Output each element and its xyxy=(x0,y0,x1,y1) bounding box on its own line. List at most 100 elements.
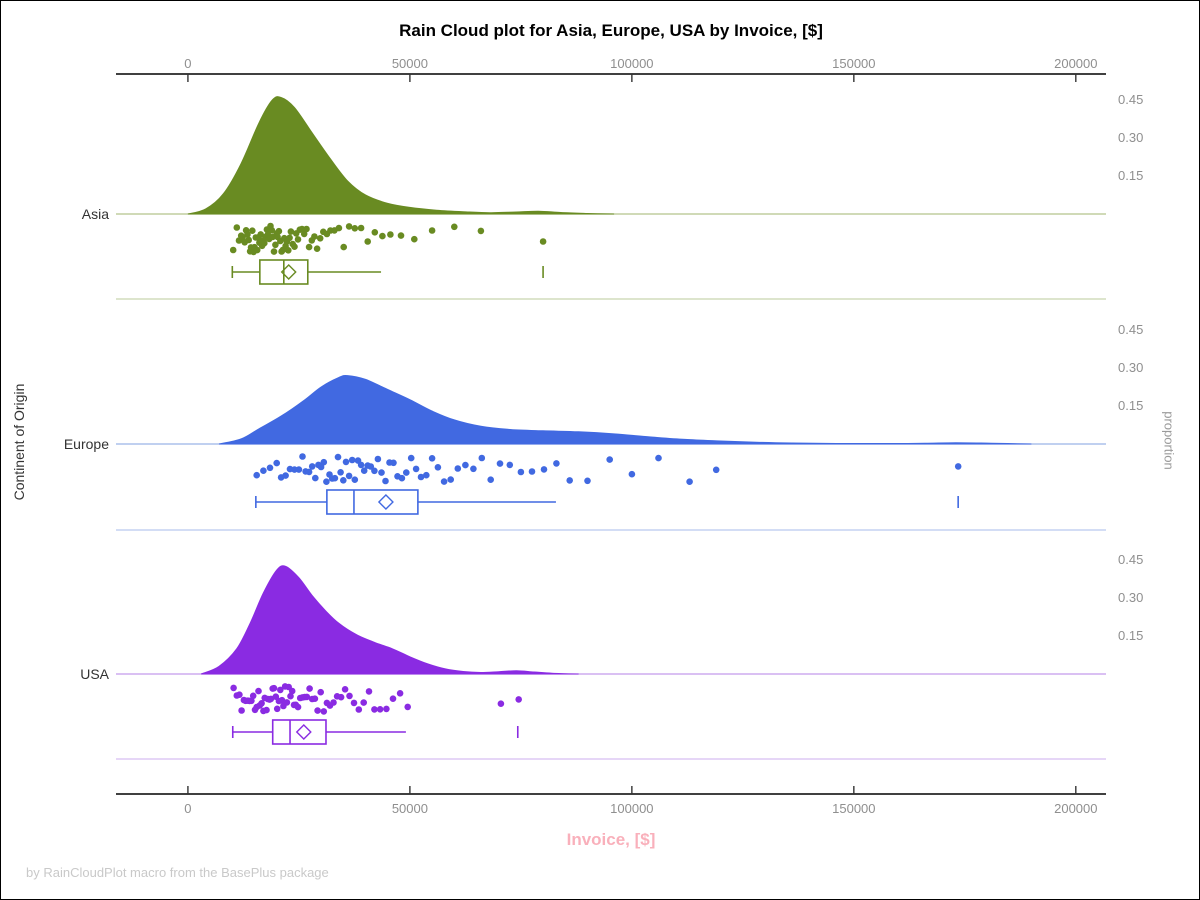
rain-point xyxy=(515,696,522,703)
rain-point xyxy=(345,223,353,230)
chart-title: Rain Cloud plot for Asia, Europe, USA by… xyxy=(399,21,823,40)
rain-point xyxy=(360,699,368,706)
box xyxy=(326,489,419,515)
rain-point xyxy=(255,687,262,695)
rain-point xyxy=(360,467,368,475)
rain-point xyxy=(317,688,325,696)
rain-point xyxy=(238,707,245,714)
rain-point xyxy=(248,697,255,705)
rain-point xyxy=(340,477,347,484)
rain-point xyxy=(374,455,382,463)
rain-point xyxy=(655,454,662,462)
category-label: Asia xyxy=(82,206,109,222)
rain-point xyxy=(270,684,278,692)
rain-point xyxy=(390,459,397,467)
rain-point xyxy=(417,473,425,481)
rain-point xyxy=(260,467,267,475)
rain-point xyxy=(378,469,385,476)
rain-point xyxy=(357,461,365,469)
rain-point xyxy=(389,695,397,702)
rain-point xyxy=(249,227,256,234)
rain-point xyxy=(382,477,389,485)
rain-point xyxy=(320,708,328,715)
rain-point xyxy=(371,467,378,475)
proportion-tick-label: 0.45 xyxy=(1118,322,1143,337)
density-cloud xyxy=(187,96,615,215)
rain-point xyxy=(364,238,372,245)
rain-point xyxy=(387,231,394,238)
bottom-axis-tick-label: 50000 xyxy=(392,801,428,816)
right-axis-title: proportion xyxy=(1161,411,1177,470)
rain-point xyxy=(341,686,349,693)
top-axis-tick-label: 50000 xyxy=(392,56,428,71)
rain-point xyxy=(712,466,720,474)
x-axis-title: Invoice, [$] xyxy=(566,830,656,849)
top-axis-tick-label: 150000 xyxy=(832,56,875,71)
mean-diamond xyxy=(377,494,394,510)
rain-point xyxy=(412,465,420,473)
proportion-tick-label: 0.45 xyxy=(1118,92,1143,107)
rain-point xyxy=(316,235,324,242)
rain-point xyxy=(340,243,348,251)
rain-point xyxy=(334,453,342,461)
rain-point xyxy=(268,226,276,234)
rain-point xyxy=(355,706,363,713)
mean-diamond xyxy=(295,724,312,740)
proportion-tick-label: 0.15 xyxy=(1118,628,1143,643)
rain-point xyxy=(454,465,462,472)
rain-point xyxy=(311,695,319,702)
rain-point xyxy=(308,463,316,470)
proportion-tick-label: 0.15 xyxy=(1118,398,1143,413)
rain-point xyxy=(404,703,412,711)
rain-point xyxy=(244,231,251,238)
rain-point xyxy=(434,464,442,471)
rain-point xyxy=(686,478,693,486)
rain-point xyxy=(282,472,289,479)
y-axis-title: Continent of Origin xyxy=(11,383,27,501)
rain-point xyxy=(323,478,330,486)
rain-point xyxy=(312,474,319,482)
rain-point xyxy=(273,705,281,713)
rain-point xyxy=(379,232,386,240)
rain-point xyxy=(261,239,268,247)
rain-point xyxy=(539,238,547,245)
rain-point xyxy=(451,223,458,231)
rain-point xyxy=(954,463,962,470)
rain-point xyxy=(258,700,265,707)
rain-point xyxy=(303,225,310,233)
rain-point xyxy=(330,699,337,706)
rain-point xyxy=(275,227,283,235)
rain-point xyxy=(337,693,345,701)
rain-point xyxy=(351,225,359,232)
rain-point xyxy=(628,470,636,478)
rain-point xyxy=(272,241,279,249)
bottom-axis-tick-label: 0 xyxy=(184,801,191,816)
rain-point xyxy=(428,227,436,234)
rain-point xyxy=(365,688,373,695)
rain-point xyxy=(287,228,295,235)
mean-diamond xyxy=(280,264,297,280)
rain-point xyxy=(470,465,477,473)
rain-point xyxy=(249,692,257,700)
rain-point xyxy=(305,468,313,476)
rain-point xyxy=(285,247,292,254)
rain-point xyxy=(397,232,405,239)
rain-point xyxy=(350,699,358,707)
rain-point xyxy=(376,706,384,713)
rain-point xyxy=(357,224,365,232)
box xyxy=(271,719,327,745)
rain-point xyxy=(270,248,278,255)
rain-point xyxy=(233,224,241,231)
rain-point xyxy=(477,227,485,235)
rain-point xyxy=(345,472,353,480)
proportion-tick-label: 0.30 xyxy=(1118,360,1143,375)
rain-point xyxy=(277,686,284,694)
rain-point xyxy=(396,690,404,697)
top-axis-tick-label: 100000 xyxy=(610,56,653,71)
rain-point xyxy=(348,456,356,464)
rain-point xyxy=(371,706,378,713)
rain-point xyxy=(273,459,281,467)
rain-point xyxy=(407,454,415,462)
rain-point xyxy=(287,692,294,700)
